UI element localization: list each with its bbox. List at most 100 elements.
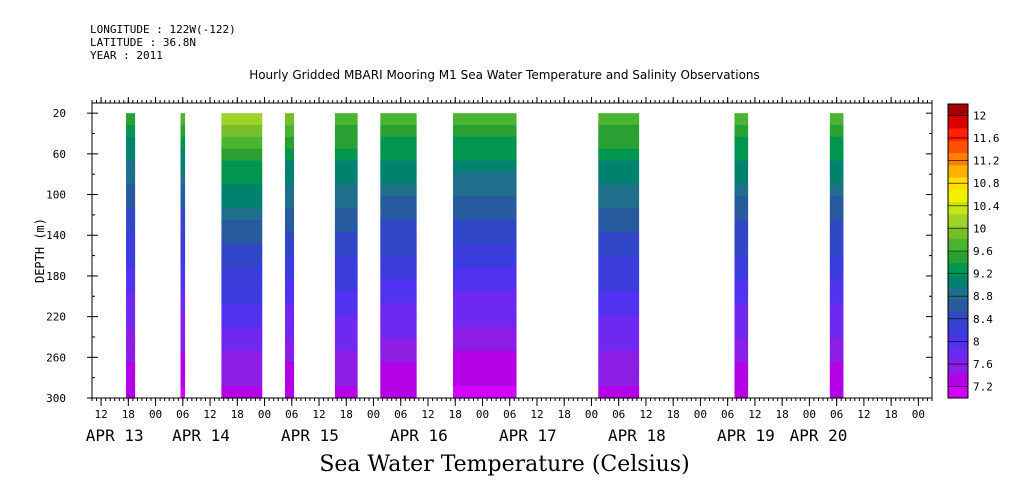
- segment-0-band: [126, 386, 136, 399]
- segment-3-band: [284, 314, 295, 328]
- segment-3-band: [284, 338, 295, 352]
- segment-4-band: [334, 136, 358, 150]
- y-tick-label: 260: [46, 351, 66, 364]
- colorbar-label: 8: [973, 335, 980, 348]
- x-tick-label: 18: [667, 408, 680, 421]
- segment-1-band: [180, 184, 186, 197]
- segment-0-band: [126, 374, 136, 387]
- x-tick-label: 18: [776, 408, 789, 421]
- segment-6-band: [452, 314, 517, 328]
- segment-9-band: [829, 184, 844, 197]
- x-day-label: APR 20: [790, 426, 848, 445]
- segment-5-band: [380, 386, 417, 399]
- segment-0-band: [126, 231, 136, 245]
- segment-9-band: [829, 125, 844, 138]
- segment-3-band: [284, 231, 295, 245]
- segment-0-band: [126, 219, 136, 233]
- segment-2-band: [221, 231, 263, 245]
- segment-0-band: [126, 326, 136, 340]
- colorbar-swatch: [948, 275, 968, 289]
- segment-5-band: [380, 338, 417, 352]
- segment-4-band: [334, 148, 358, 162]
- x-day-label: APR 19: [717, 426, 775, 445]
- segment-3-band: [284, 255, 295, 269]
- segment-3-band: [284, 374, 295, 387]
- x-tick-label: 00: [149, 408, 162, 421]
- segment-6-band: [452, 196, 517, 209]
- segment-5-band: [380, 172, 417, 185]
- colorbar-label: 11.6: [973, 132, 1000, 145]
- segment-5-band: [380, 136, 417, 150]
- segment-1-band: [180, 350, 186, 363]
- segment-8-band: [734, 219, 749, 233]
- segment-1-band: [180, 231, 186, 245]
- segment-4-band: [334, 374, 358, 387]
- segment-7-band: [598, 338, 640, 352]
- segment-4-band: [334, 314, 358, 328]
- segment-5-band: [380, 125, 417, 138]
- segment-4-band: [334, 184, 358, 197]
- x-tick-label: 00: [694, 408, 707, 421]
- colorbar-label: 10.4: [973, 200, 1000, 213]
- segment-0-band: [126, 208, 136, 221]
- segment-5-band: [380, 291, 417, 304]
- segment-2-band: [221, 184, 263, 197]
- colorbar-swatch: [948, 251, 968, 264]
- segment-0-band: [126, 184, 136, 197]
- segment-5-band: [380, 374, 417, 387]
- segment-5-band: [380, 267, 417, 280]
- segment-2-band: [221, 279, 263, 292]
- segment-6-band: [452, 255, 517, 269]
- colorbar-swatch: [948, 226, 968, 240]
- segment-5-band: [380, 231, 417, 245]
- segment-0-band: [126, 160, 136, 174]
- segment-9-band: [829, 291, 844, 304]
- colorbar-swatch: [948, 165, 968, 178]
- segment-6-band: [452, 267, 517, 280]
- segment-5-band: [380, 113, 417, 126]
- segment-0-band: [126, 362, 136, 375]
- segment-9-band: [829, 279, 844, 292]
- segment-7-band: [598, 314, 640, 328]
- colorbar-swatch: [948, 324, 968, 338]
- segment-9-band: [829, 350, 844, 363]
- colorbar-swatch: [948, 373, 968, 387]
- segment-7-band: [598, 208, 640, 221]
- segment-3-band: [284, 196, 295, 209]
- segment-3-band: [284, 267, 295, 280]
- segment-0-band: [126, 148, 136, 162]
- segment-6-band: [452, 136, 517, 150]
- x-tick-label: 12: [857, 408, 870, 421]
- colorbar-label: 12: [973, 109, 986, 122]
- segment-5-band: [380, 362, 417, 375]
- segment-2-band: [221, 243, 263, 257]
- segment-4-band: [334, 231, 358, 245]
- segment-1-band: [180, 243, 186, 257]
- segment-1-band: [180, 326, 186, 340]
- x-tick-label: 00: [803, 408, 816, 421]
- chart-title: Hourly Gridded MBARI Mooring M1 Sea Wate…: [249, 68, 760, 82]
- x-tick-label: 12: [312, 408, 325, 421]
- segment-1-band: [180, 374, 186, 387]
- y-tick-label: 180: [46, 270, 66, 283]
- segment-4-band: [334, 267, 358, 280]
- segment-4-band: [334, 243, 358, 257]
- colorbar-label: 9.2: [973, 268, 993, 281]
- colorbar-swatch: [948, 336, 968, 350]
- x-tick-label: 06: [394, 408, 407, 421]
- segment-3-band: [284, 113, 295, 126]
- segment-1-band: [180, 219, 186, 233]
- segment-9-band: [829, 172, 844, 185]
- segment-8-band: [734, 125, 749, 138]
- segment-5-band: [380, 160, 417, 174]
- segment-3-band: [284, 208, 295, 221]
- segment-3-band: [284, 184, 295, 197]
- segment-6-band: [452, 374, 517, 387]
- segment-1-band: [180, 314, 186, 328]
- x-tick-label: 00: [912, 408, 925, 421]
- segment-3-band: [284, 172, 295, 185]
- segment-1-band: [180, 125, 186, 138]
- segment-8-band: [734, 303, 749, 316]
- segment-7-band: [598, 326, 640, 340]
- year-label: YEAR : 2011: [90, 49, 163, 62]
